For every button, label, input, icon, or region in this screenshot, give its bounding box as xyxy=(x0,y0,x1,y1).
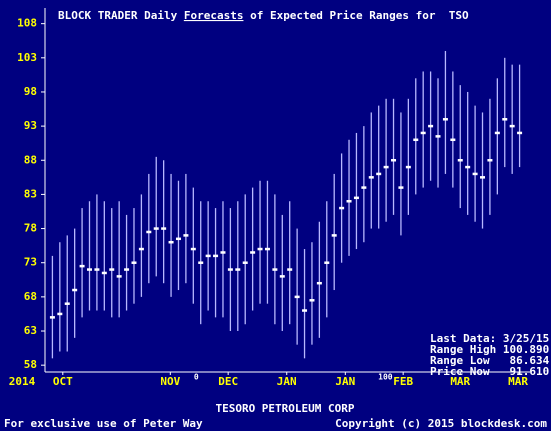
y-tick-label: 73 xyxy=(24,256,37,269)
x-tick-label: DEC xyxy=(218,375,238,388)
info-line: Price Now 91.610 xyxy=(430,365,549,378)
y-tick-label: 78 xyxy=(24,222,37,235)
y-tick-label: 93 xyxy=(24,119,37,132)
x-tick-label: JAN xyxy=(277,375,297,388)
y-tick-label: 68 xyxy=(24,290,37,303)
x-tick-label: MAR xyxy=(508,375,528,388)
title-part: of Expected Price Ranges for TSO xyxy=(243,9,469,22)
y-tick-label: 83 xyxy=(24,187,37,200)
y-tick-label: 63 xyxy=(24,324,37,337)
x-tick-label: OCT xyxy=(53,375,73,388)
title-part: BLOCK TRADER Daily xyxy=(58,9,184,22)
info-line: Last Data: 3/25/15 xyxy=(430,332,549,345)
info-line: Range Low 86.634 xyxy=(430,354,550,367)
footer-left: For exclusive use of Peter Way xyxy=(4,417,203,430)
chart-title: BLOCK TRADER Daily Forecasts of Expected… xyxy=(58,9,469,22)
info-line: Range High 100.890 xyxy=(430,343,549,356)
marker-label: 0 xyxy=(194,373,199,382)
x-tick-label: NOV xyxy=(160,375,180,388)
x-tick-label: JAN xyxy=(335,375,355,388)
marker-label: 100 xyxy=(378,373,393,382)
y-tick-label: 58 xyxy=(24,358,37,371)
x-tick-label: MAR xyxy=(450,375,470,388)
title-part: Forecasts xyxy=(184,9,244,22)
y-tick-label: 98 xyxy=(24,85,37,98)
y-tick-label: 108 xyxy=(17,17,37,30)
footer-right: Copyright (c) 2015 blockdesk.com xyxy=(335,417,547,430)
year-label: 2014 xyxy=(9,375,36,388)
company: TESORO PETROLEUM CORP xyxy=(215,402,354,415)
y-tick-label: 103 xyxy=(17,51,37,64)
x-tick-label: FEB xyxy=(393,375,413,388)
y-tick-label: 88 xyxy=(24,153,37,166)
